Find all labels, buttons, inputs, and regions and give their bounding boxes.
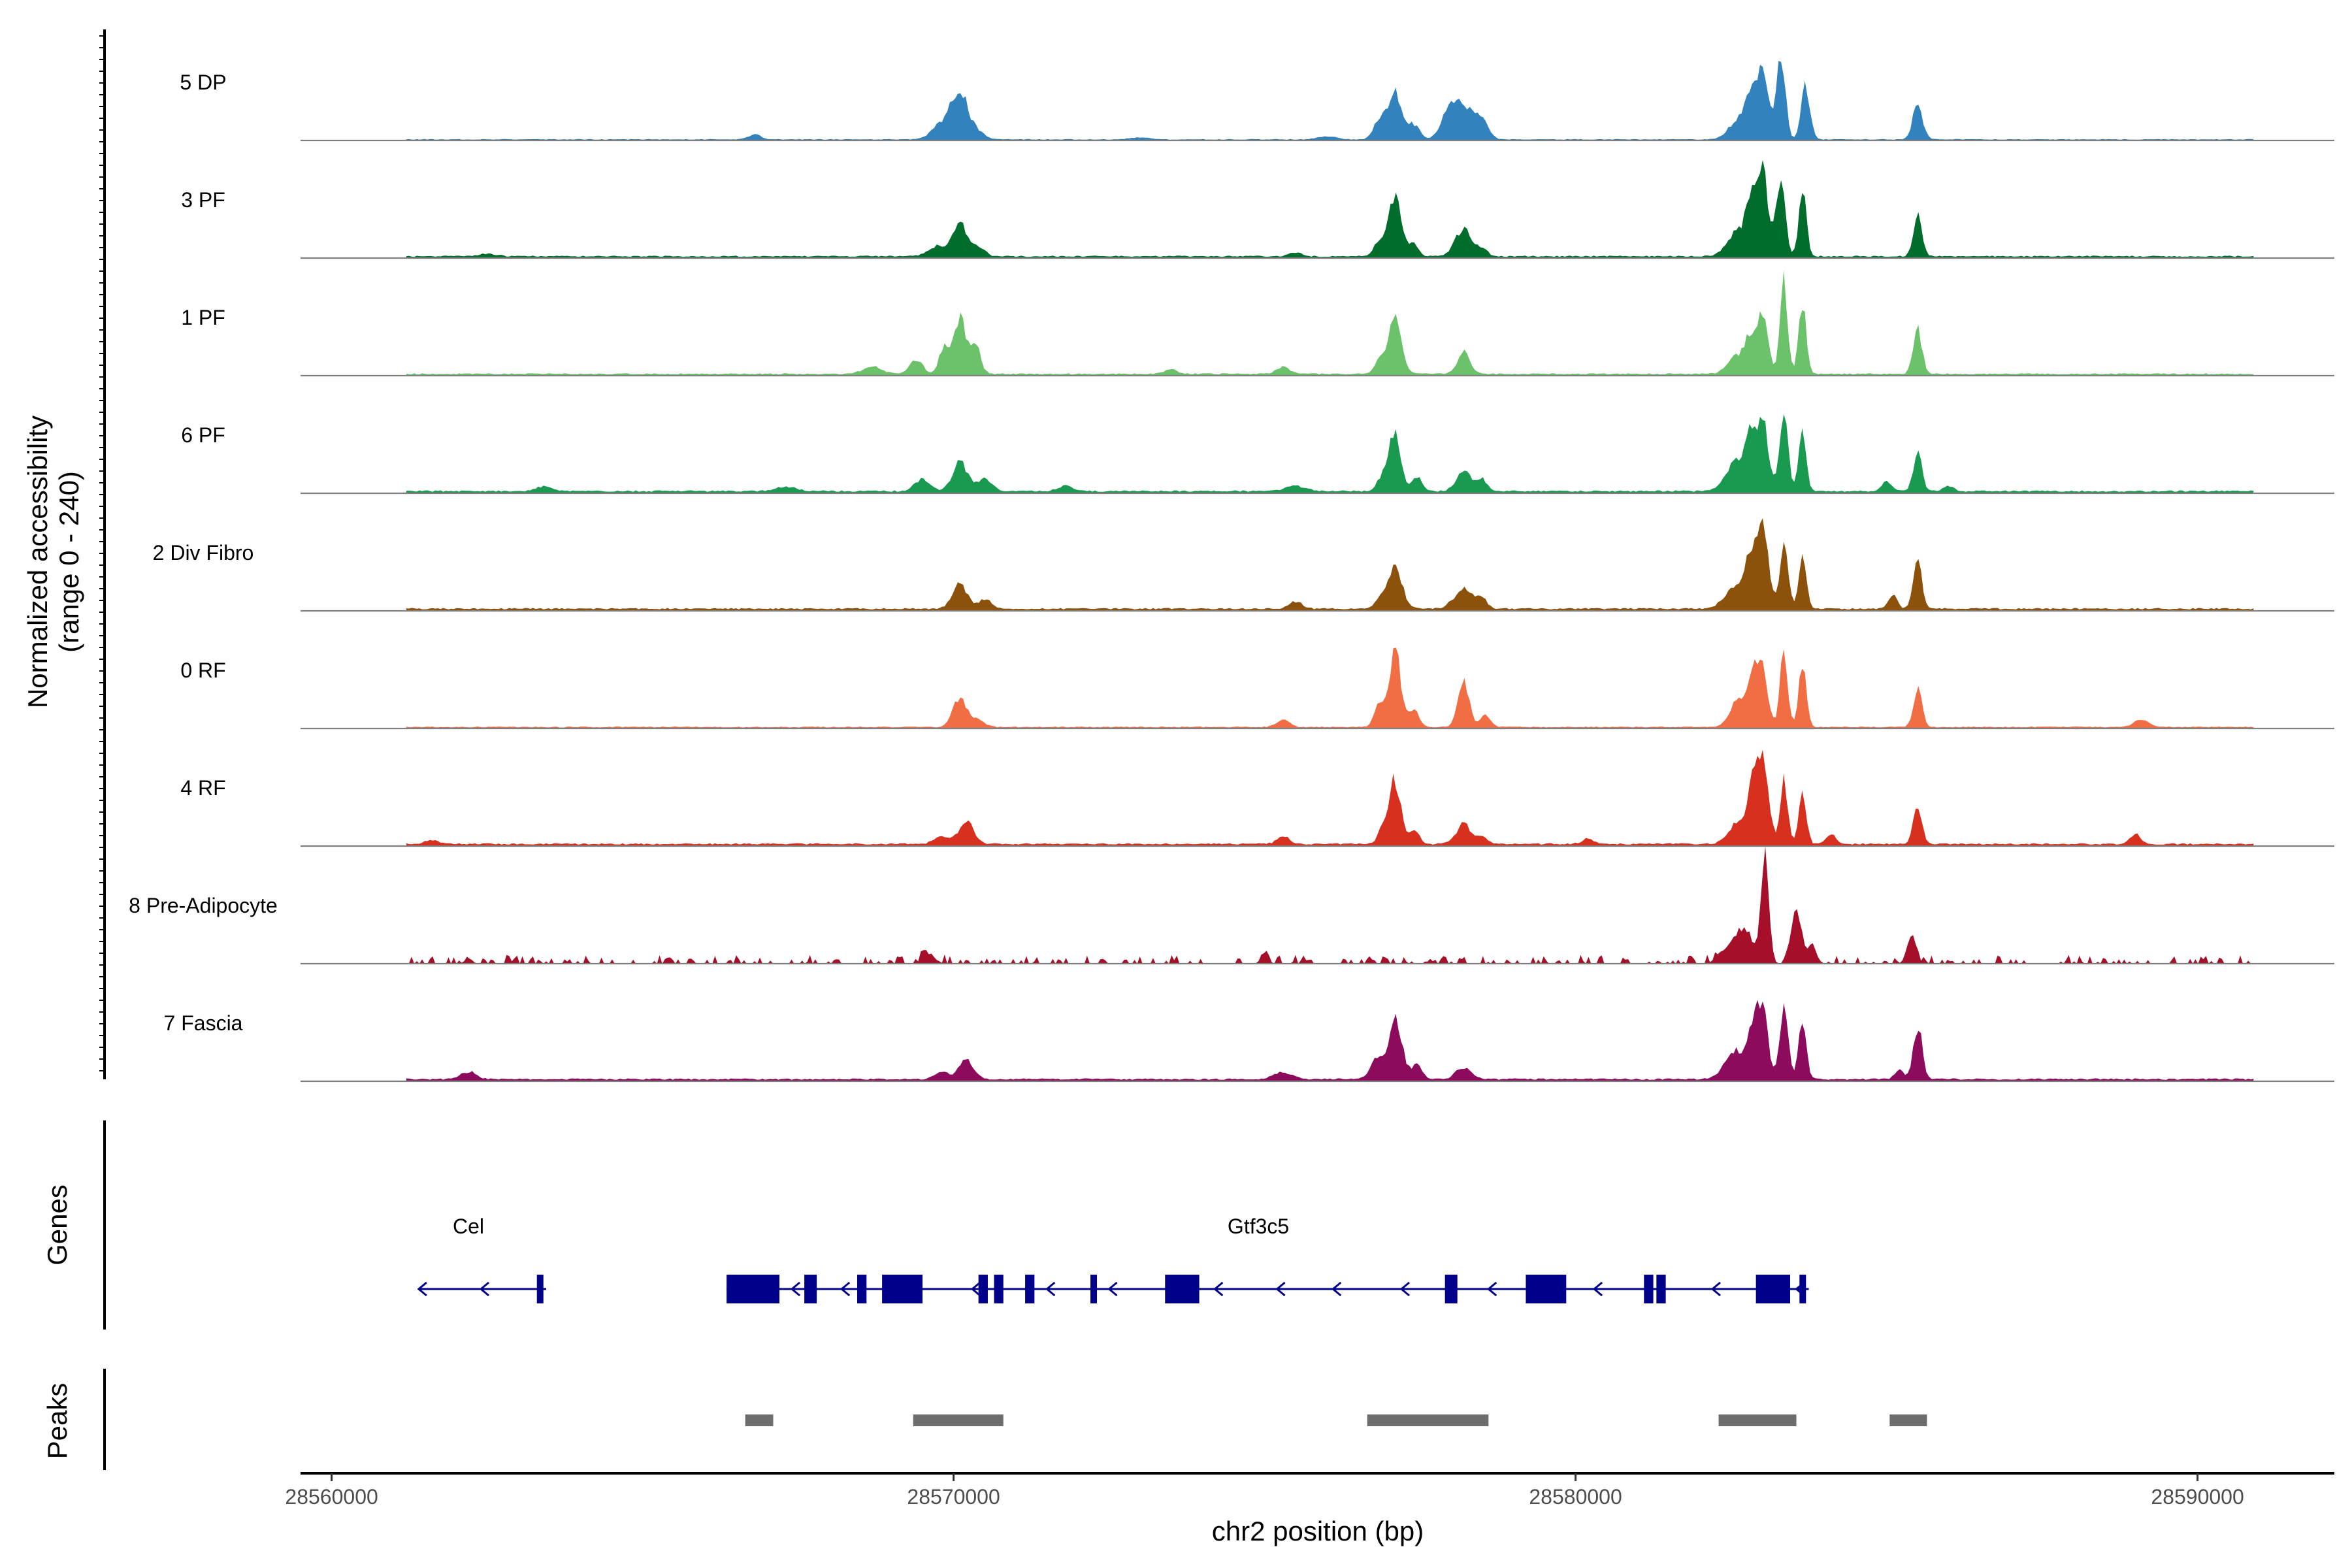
track-label: 8 Pre-Adipocyte [129,894,278,917]
strand-arrow [1486,1281,1497,1297]
y-axis-title-line1: Normalized accessibility [22,416,53,708]
peak-region [1718,1414,1797,1426]
coverage-track: 7 Fascia [164,1000,2334,1083]
coverage-track: 1 PF [181,270,2334,377]
coverage-track: 5 DP [180,61,2334,142]
strand-arrow [1107,1281,1118,1297]
gene-exon [1526,1275,1567,1303]
strand-arrow [1275,1281,1286,1297]
gene-exon [882,1275,923,1303]
x-tick-label: 28590000 [2151,1485,2244,1509]
coverage-track: 3 PF [181,159,2334,259]
gene-exon [1025,1275,1035,1303]
coverage-y-ticks [99,35,105,1071]
gene-model: Cel [417,1215,547,1303]
gene-exon [857,1275,867,1303]
coverage-track: 0 RF [180,647,2334,730]
strand-arrow [1045,1281,1056,1297]
track-label: 1 PF [181,306,225,329]
track-label: 0 RF [180,659,225,682]
x-tick-label: 28560000 [285,1485,378,1509]
coverage-track: 2 Div Fibro [153,518,2334,612]
coverage-track: 8 Pre-Adipocyte [129,846,2334,965]
track-label: 4 RF [180,776,225,800]
coverage-track: 6 PF [181,414,2334,495]
strand-arrow [790,1281,801,1297]
strand-arrow [1331,1281,1342,1297]
coverage-area [406,846,2254,964]
strand-arrow [1213,1281,1224,1297]
y-axis-title-line2: (range 0 - 240) [54,471,84,653]
coverage-track: 4 RF [180,749,2334,847]
gene-exon [1445,1275,1458,1303]
strand-arrow [1592,1281,1603,1297]
genes-axis-title: Genes [42,1184,73,1266]
gene-exon [978,1275,988,1303]
strand-arrow [417,1281,427,1297]
x-tick-label: 28580000 [1529,1485,1622,1509]
gene-exon [536,1275,544,1303]
gene-exon [1165,1275,1200,1303]
gene-exon [1090,1275,1098,1303]
strand-arrow [970,1281,981,1297]
x-tick-label: 28570000 [907,1485,1000,1509]
strand-arrow [1399,1281,1410,1297]
strand-arrow [1795,1281,1805,1297]
gene-exon [804,1275,817,1303]
peak-region [913,1414,1004,1426]
coverage-tracks: 5 DP 3 PF 1 PF 6 PF 2 Div Fibro 0 RF 4 RF 8 Pre… [129,61,2334,1083]
gene-exon [1644,1275,1654,1303]
strand-arrow [1710,1281,1721,1297]
gene-exon [1656,1275,1666,1303]
gene-exon [1756,1275,1791,1303]
gene-label: Gtf3c5 [1228,1215,1289,1238]
track-label: 3 PF [181,188,225,212]
gene-exon [994,1275,1004,1303]
x-axis-ticks: 28560000 28570000 28580000 28590000 [285,1473,2244,1509]
track-label: 2 Div Fibro [153,541,254,564]
strand-arrow [840,1281,851,1297]
peaks-axis-title: Peaks [42,1383,73,1460]
peak-region [745,1414,774,1426]
track-label: 6 PF [181,423,225,447]
track-label: 7 Fascia [164,1011,243,1035]
x-axis-title: chr2 position (bp) [1212,1516,1424,1546]
peak-region [1889,1414,1927,1426]
peak-region [1367,1414,1489,1426]
coverage-y-axis-title: Normalized accessibility (range 0 - 240) [22,416,84,708]
gene-annotations: Cel Gtf3c5 [417,1215,1809,1303]
strand-arrow [479,1281,490,1297]
gene-exon [1799,1275,1806,1303]
gene-label: Cel [453,1215,484,1238]
gene-model: Gtf3c5 [727,1215,1809,1303]
peak-regions [745,1414,1927,1426]
track-label: 5 DP [180,71,226,94]
gene-exon [727,1275,780,1303]
